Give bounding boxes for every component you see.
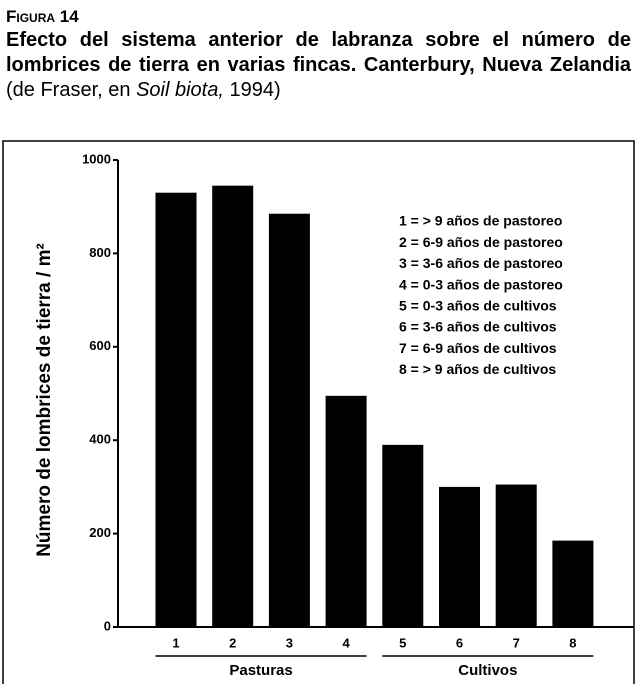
x-tick-label: 3	[286, 635, 293, 650]
bar	[155, 192, 197, 627]
legend-entry: 8 = > 9 años de cultivos	[399, 361, 556, 377]
bar	[325, 395, 367, 627]
legend-entry: 1 = > 9 años de pastoreo	[399, 213, 562, 229]
x-tick-label: 7	[513, 635, 520, 650]
title-block: Efecto del sistema anterior de labranza …	[6, 28, 631, 103]
chart-title: Efecto del sistema anterior de labranza …	[6, 29, 631, 76]
y-tick-label: 400	[89, 432, 111, 447]
group-label: Pasturas	[229, 662, 292, 679]
header: Figura 14 Efecto del sistema anterior de…	[6, 6, 631, 103]
legend-entry: 4 = 0-3 años de pastoreo	[399, 276, 563, 292]
x-tick-label: 4	[342, 635, 350, 650]
group-label: Cultivos	[458, 662, 517, 679]
bar	[439, 486, 480, 627]
frame	[2, 140, 635, 684]
bar	[382, 444, 424, 627]
source-year: 1994)	[229, 79, 281, 101]
legend-entry: 7 = 6-9 años de cultivos	[399, 340, 557, 356]
y-tick-label: 1000	[82, 151, 111, 166]
legend-entry: 2 = 6-9 años de pastoreo	[399, 234, 563, 250]
bar	[552, 540, 594, 627]
y-tick-label: 800	[89, 245, 111, 260]
x-tick-label: 2	[229, 635, 236, 650]
bar	[495, 484, 537, 627]
x-tick-label: 5	[399, 635, 406, 650]
source-work: Soil biota,	[136, 79, 224, 101]
x-tick-label: 1	[172, 635, 179, 650]
y-tick-label: 0	[104, 618, 111, 633]
legend-entry: 6 = 3-6 años de cultivos	[399, 319, 557, 335]
legend-entry: 3 = 3-6 años de pastoreo	[399, 255, 563, 271]
bar	[268, 213, 310, 627]
source: (de Fraser, en	[6, 79, 131, 101]
legend-entry: 5 = 0-3 años de cultivos	[399, 298, 557, 314]
x-tick-label: 8	[569, 635, 576, 650]
y-tick-label: 600	[89, 338, 111, 353]
figure-label: Figura 14	[6, 7, 79, 26]
x-tick-label: 6	[456, 635, 463, 650]
y-axis-label: Número de lombrices de tierra / m²	[34, 243, 55, 557]
y-tick-label: 200	[89, 525, 111, 540]
bar	[212, 185, 254, 627]
